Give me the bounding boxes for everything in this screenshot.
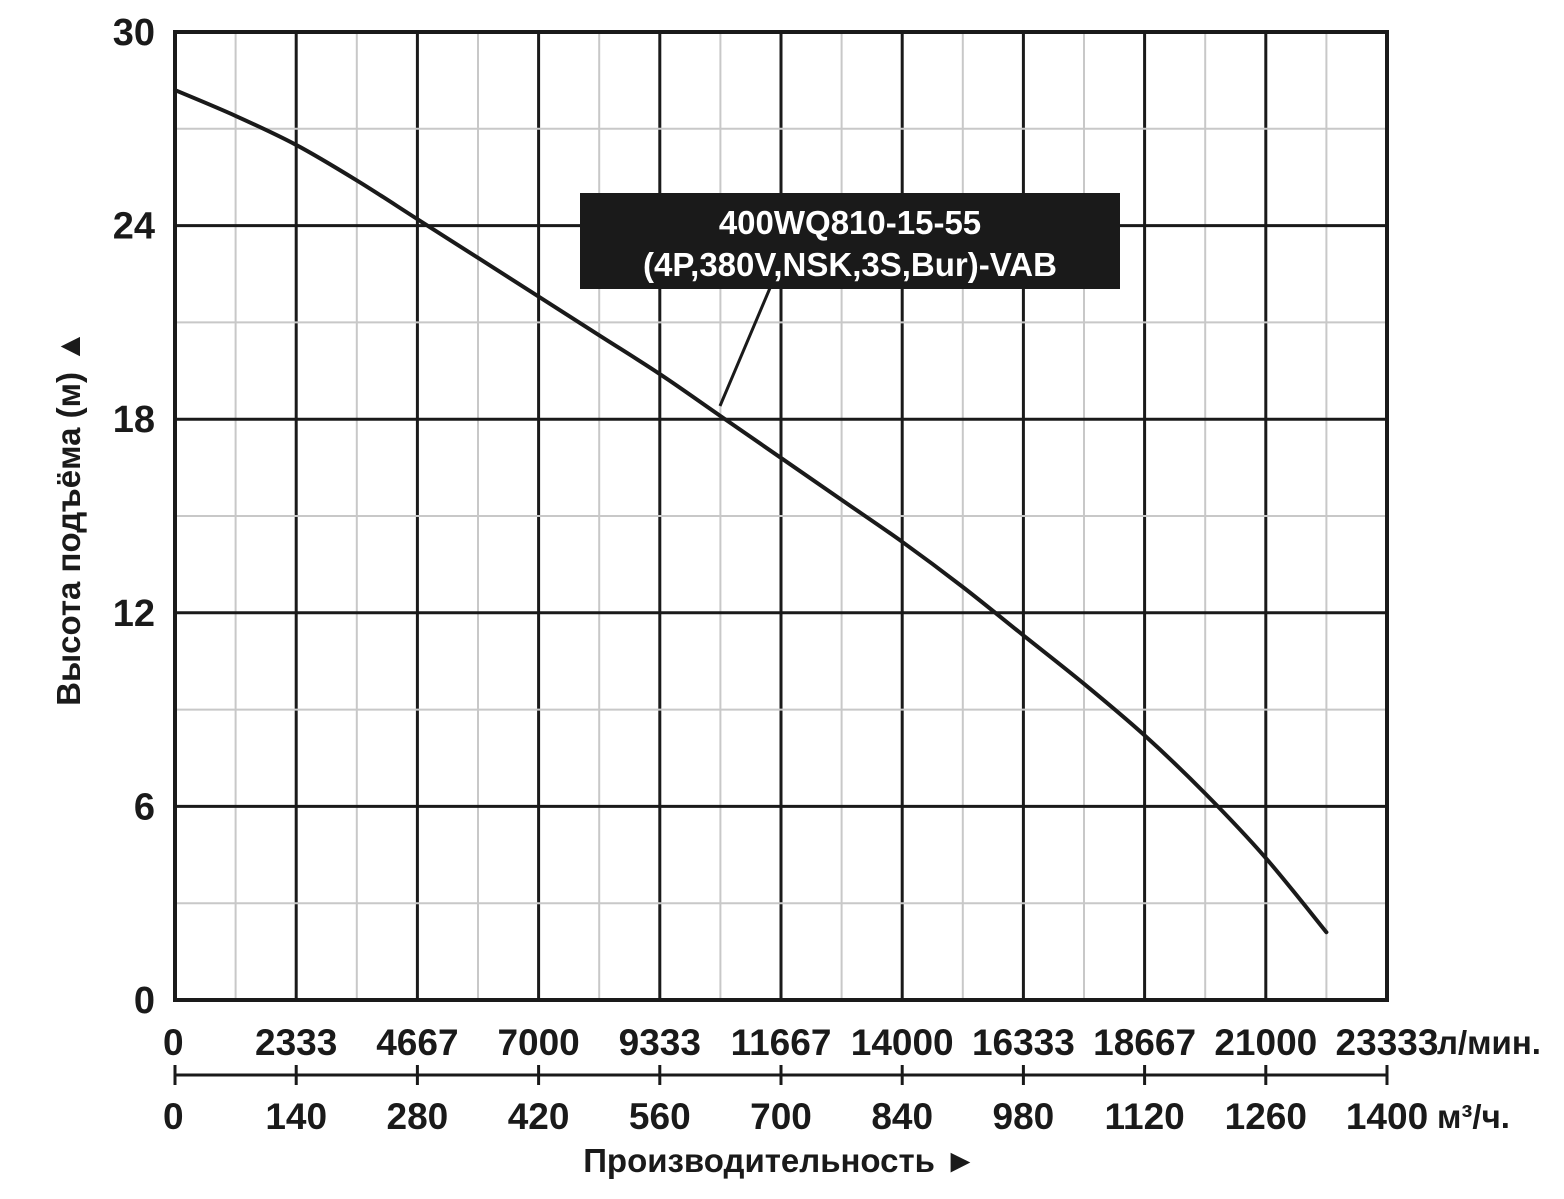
x-tick-label-m3h: 1260	[1225, 1096, 1307, 1137]
y-tick-labels: 0 6 12 18 24 30	[113, 12, 155, 1022]
performance-curve-group	[173, 88, 1329, 935]
y-tick-label: 6	[134, 786, 155, 828]
x-tick-label-lpm: 7000	[497, 1022, 579, 1063]
x-tick-label-m3h: 280	[387, 1096, 449, 1137]
x-unit-lpm: л/мин.	[1437, 1024, 1541, 1061]
y-tick-label: 30	[113, 12, 155, 54]
x-tick-labels-lpm: 0 2333 4667 7000 9333 11667 14000 16333 18667 210…	[163, 1022, 1438, 1063]
y-tick-label: 24	[113, 206, 155, 248]
x-tick-label-m3h: 700	[750, 1096, 812, 1137]
x-tick-label-m3h: 1120	[1104, 1096, 1184, 1137]
x-tick-label-m3h: 1400	[1346, 1096, 1428, 1137]
secondary-x-axis-m3h: 0 140 280 420 560 700 840 980 1120 1260 1400	[163, 1065, 1428, 1137]
x-tick-label-m3h: 0	[163, 1096, 184, 1137]
y-tick-label: 12	[113, 593, 155, 635]
performance-curve	[173, 88, 1329, 935]
x-tick-label-lpm: 16333	[972, 1022, 1075, 1063]
series-label: 400WQ810-15-55 (4P,380V,NSK,3S,Bur)-VAB	[580, 193, 1120, 407]
series-label-leader-line	[718, 287, 772, 407]
x-tick-label-lpm: 23333	[1336, 1022, 1439, 1063]
x-tick-label-m3h: 560	[629, 1096, 691, 1137]
x-tick-label-lpm: 0	[163, 1022, 184, 1063]
x-tick-label-m3h: 980	[993, 1096, 1055, 1137]
series-label-line2: (4P,380V,NSK,3S,Bur)-VAB	[643, 246, 1057, 283]
y-tick-label: 0	[134, 980, 155, 1022]
y-axis-title: Высота подъёма (м) ▲	[50, 330, 87, 706]
x-tick-label-m3h: 420	[508, 1096, 570, 1137]
x-tick-label-m3h: 840	[871, 1096, 933, 1137]
x-axis-title: Производительность ►	[583, 1142, 977, 1179]
x-tick-label-lpm: 21000	[1214, 1022, 1317, 1063]
x-tick-label-m3h: 140	[265, 1096, 327, 1137]
series-label-box	[580, 193, 1120, 289]
plot-border	[173, 30, 1389, 1002]
x-tick-label-lpm: 11667	[731, 1022, 832, 1063]
x-tick-label-lpm: 2333	[255, 1022, 337, 1063]
y-tick-label: 18	[113, 399, 155, 441]
series-label-line1: 400WQ810-15-55	[719, 204, 981, 241]
plot-frame	[173, 30, 1389, 1002]
grid	[175, 32, 1387, 1000]
x-tick-label-lpm: 4667	[376, 1022, 458, 1063]
x-unit-m3h: м³/ч.	[1437, 1098, 1510, 1135]
x-tick-label-lpm: 9333	[619, 1022, 701, 1063]
x-tick-label-lpm: 14000	[851, 1022, 954, 1063]
x-tick-label-lpm: 18667	[1093, 1022, 1196, 1063]
